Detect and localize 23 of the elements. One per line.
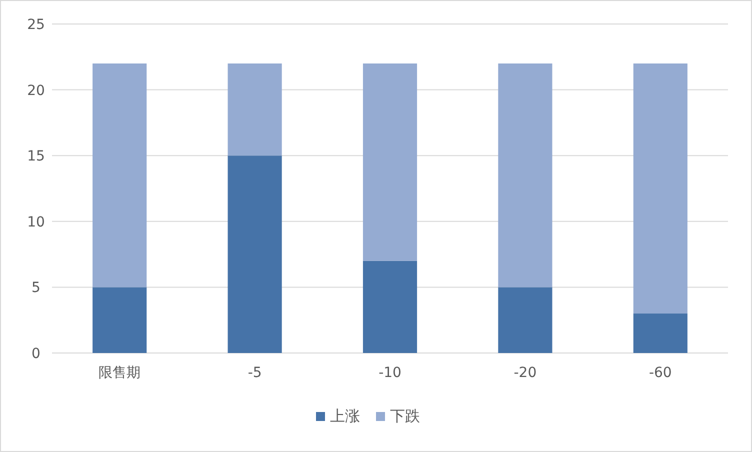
bar [92,287,147,353]
bar [498,287,552,353]
bar [92,63,147,288]
bar [633,63,688,314]
y-tick-label: 20 [27,82,45,99]
y-tick-label: 5 [32,280,40,296]
y-tick-label: 0 [32,346,40,362]
bar [498,63,552,288]
bar [228,63,282,156]
x-tick-label: -5 [248,365,262,381]
legend-label: 下跌 [390,407,420,425]
bar [633,314,688,353]
x-tick-label: -60 [648,365,672,381]
x-tick-label: 限售期 [98,365,141,381]
legend-label: 上涨 [330,407,360,425]
bar [362,260,418,353]
x-tick-label: -10 [378,365,402,381]
y-tick-label: 25 [27,17,45,33]
bar [228,156,282,353]
x-tick-label: -20 [514,365,537,381]
y-tick-label: 10 [27,214,45,230]
bar [362,63,418,261]
y-tick-label: 15 [27,148,45,165]
